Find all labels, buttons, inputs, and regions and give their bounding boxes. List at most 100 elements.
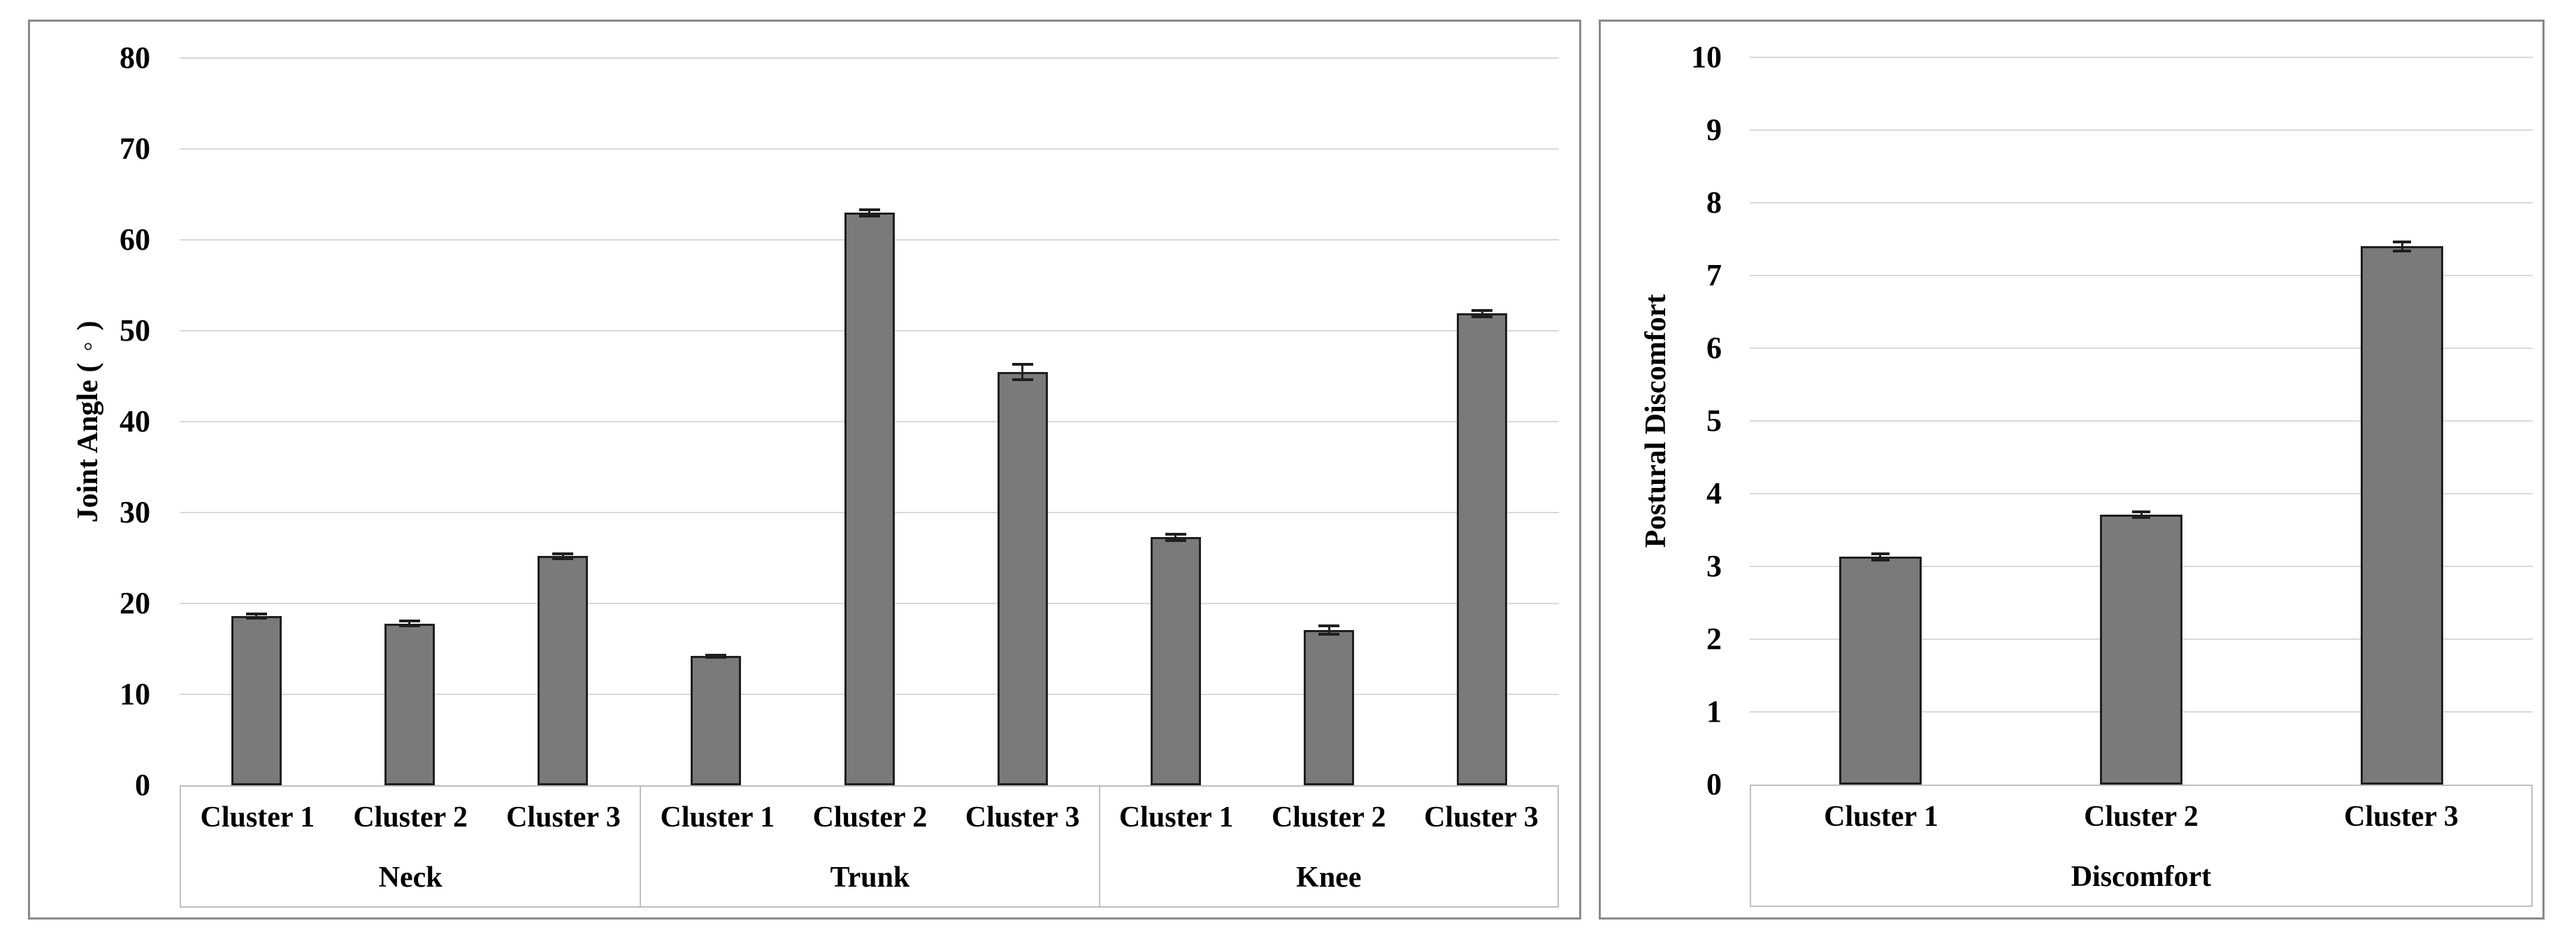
y-tick-label: 10 — [120, 677, 150, 711]
error-bar — [255, 613, 258, 620]
plot-area — [1750, 57, 2533, 785]
bar-neck-cluster-2 — [384, 623, 435, 785]
axis-group-trunk: Cluster 1 Cluster 2 Cluster 3 Trunk — [640, 787, 1098, 906]
bar-knee-cluster-2 — [1304, 629, 1355, 785]
error-bar-cap — [1012, 378, 1033, 381]
category-label: Cluster 2 — [353, 801, 468, 834]
error-bar-cap — [245, 617, 267, 620]
error-bar — [408, 620, 411, 627]
category-label: Cluster 2 — [2084, 801, 2199, 833]
bar-discomfort-cluster-2 — [2100, 515, 2182, 785]
category-label: Cluster 2 — [812, 801, 928, 834]
error-bar-cap — [1871, 552, 1890, 556]
error-bar-cap — [1165, 532, 1186, 536]
bar-neck-cluster-3 — [538, 556, 589, 785]
bar-trunk-cluster-2 — [844, 213, 895, 785]
error-bar-cap — [2393, 241, 2412, 244]
plot-area — [180, 57, 1559, 785]
gridline — [1750, 202, 2533, 203]
error-bar-cap — [858, 208, 880, 211]
y-tick-label: 4 — [1706, 476, 1722, 510]
error-bar-cap — [1871, 558, 1890, 562]
gridline — [1750, 493, 2533, 494]
discomfort-chart-panel: Postural Discomfort Cluster 1 Cluster 2 Cl… — [1599, 20, 2545, 920]
error-bar-cap — [1318, 632, 1340, 636]
axis-group-discomfort: Cluster 1 Cluster 2 Cluster 3 Discomfort — [1751, 786, 2531, 906]
bar-trunk-cluster-1 — [691, 656, 742, 785]
category-label: Cluster 3 — [2344, 801, 2459, 833]
error-bar-cap — [1472, 308, 1493, 312]
error-bar-cap — [1165, 538, 1186, 542]
y-tick-label: 20 — [120, 586, 150, 620]
y-tick-label: 2 — [1706, 622, 1722, 656]
gridline — [180, 57, 1559, 59]
error-bar — [868, 208, 870, 217]
error-bar-cap — [1472, 315, 1493, 318]
error-bar-cap — [1318, 624, 1340, 627]
error-bar-cap — [398, 624, 420, 627]
error-bar-cap — [552, 557, 574, 560]
group-label: Knee — [1296, 861, 1362, 894]
bar-discomfort-cluster-1 — [1839, 557, 1922, 785]
axis-group-neck: Cluster 1 Cluster 2 Cluster 3 Neck — [181, 787, 640, 906]
error-bar — [1327, 624, 1330, 636]
gridline — [1750, 420, 2533, 422]
gridline — [1750, 57, 2533, 58]
gridline — [1750, 348, 2533, 349]
y-tick-label: 1 — [1706, 694, 1722, 729]
y-tick-label: 6 — [1706, 331, 1722, 365]
category-label: Cluster 1 — [660, 801, 775, 834]
error-bar — [2401, 241, 2403, 252]
bar-trunk-cluster-3 — [997, 371, 1048, 785]
y-tick-label: 10 — [1691, 40, 1722, 74]
y-tick-label: 60 — [120, 222, 150, 257]
error-bar-cap — [705, 656, 727, 659]
y-tick-label: 80 — [120, 41, 150, 75]
group-label: Trunk — [830, 861, 910, 894]
error-bar — [1879, 552, 1882, 562]
gridline — [180, 148, 1559, 150]
y-tick-label: 7 — [1706, 258, 1722, 292]
y-tick-label: 9 — [1706, 113, 1722, 147]
error-bar — [2140, 510, 2143, 520]
error-bar-cap — [2393, 249, 2412, 252]
error-bar-cap — [245, 613, 267, 615]
error-bar-cap — [2132, 510, 2150, 513]
y-tick-label: 30 — [120, 495, 150, 529]
axis-group-knee: Cluster 1 Cluster 2 Cluster 3 Knee — [1098, 787, 1557, 906]
category-label: Cluster 1 — [1824, 801, 1938, 833]
error-bar-cap — [858, 214, 880, 217]
bar-neck-cluster-1 — [231, 616, 282, 785]
y-tick-label: 5 — [1706, 403, 1722, 438]
error-bar — [1174, 532, 1177, 542]
bar-discomfort-cluster-3 — [2361, 246, 2444, 785]
gridline — [1750, 129, 2533, 131]
category-label: Cluster 3 — [1424, 801, 1539, 834]
error-bar — [561, 552, 564, 560]
y-tick-label: 0 — [135, 768, 150, 802]
group-label: Neck — [378, 861, 442, 894]
y-tick-label: 50 — [120, 313, 150, 348]
category-axis-table: Cluster 1 Cluster 2 Cluster 3 Discomfort — [1750, 785, 2533, 907]
category-label: Cluster 1 — [1118, 801, 1234, 834]
y-tick-label: 40 — [120, 404, 150, 438]
bar-knee-cluster-3 — [1457, 313, 1508, 785]
error-bar-cap — [398, 620, 420, 623]
category-label: Cluster 3 — [506, 801, 621, 834]
y-tick-label: 0 — [1706, 767, 1722, 801]
y-tick-label: 8 — [1706, 185, 1722, 220]
category-axis-table: Cluster 1 Cluster 2 Cluster 3 Neck Cluster 1… — [180, 785, 1559, 908]
category-label: Cluster 1 — [200, 801, 315, 834]
category-label: Cluster 2 — [1271, 801, 1386, 834]
category-label: Cluster 3 — [965, 801, 1080, 834]
y-tick-label: 70 — [120, 131, 150, 166]
bar-knee-cluster-1 — [1150, 537, 1201, 785]
error-bar-cap — [705, 653, 727, 657]
error-bar-cap — [2132, 516, 2150, 520]
error-bar — [1481, 308, 1483, 318]
error-bar-cap — [1012, 362, 1033, 366]
group-label: Discomfort — [2071, 860, 2212, 893]
y-tick-label: 3 — [1706, 549, 1722, 583]
error-bar-cap — [552, 552, 574, 556]
